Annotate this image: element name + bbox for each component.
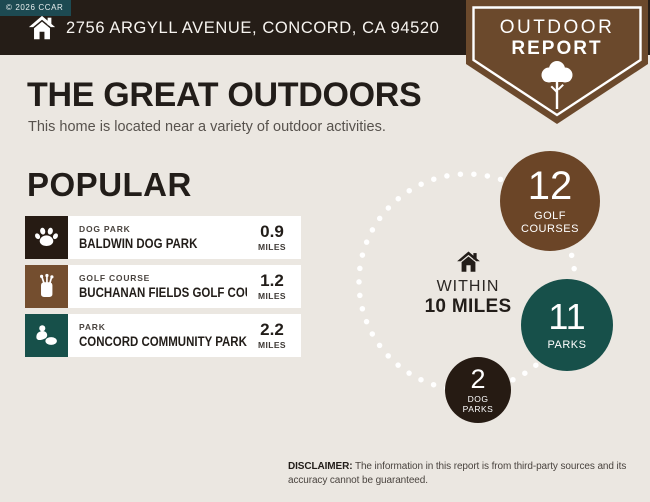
popular-list: DOG PARK BALDWIN DOG PARK 0.9 MILES	[25, 216, 301, 363]
within-label: WITHIN	[436, 278, 500, 295]
badge-title-line2: REPORT	[511, 38, 603, 59]
distance-value: 1.2	[260, 271, 284, 290]
item-category: DOG PARK	[79, 223, 131, 234]
disclaimer-text: DISCLAIMER: The information in this repo…	[288, 460, 644, 487]
list-item-text: PARK CONCORD COMMUNITY PARK	[68, 314, 247, 357]
park-icon	[25, 314, 68, 357]
golf-courses-label: GOLF COURSES	[521, 210, 579, 235]
item-distance: 1.2 MILES	[247, 265, 301, 308]
list-item-golf-course: GOLF COURSE BUCHANAN FIELDS GOLF COURSE …	[25, 265, 301, 308]
distance-value: 2.2	[260, 320, 284, 339]
house-icon	[28, 15, 56, 40]
item-category: GOLF COURSE	[79, 272, 151, 283]
radius-center-label: WITHIN 10 MILES	[403, 249, 533, 318]
golf-courses-count: 12	[527, 164, 573, 209]
parks-label: PARKS	[547, 338, 587, 351]
disclaimer-label: DISCLAIMER:	[288, 461, 353, 472]
list-item-text: DOG PARK BALDWIN DOG PARK	[68, 216, 247, 259]
distance-unit: MILES	[258, 340, 286, 350]
popular-heading: POPULAR	[27, 166, 192, 203]
page-title: THE GREAT OUTDOORS	[27, 76, 422, 114]
item-name: CONCORD COMMUNITY PARK	[79, 334, 247, 350]
list-item-park: PARK CONCORD COMMUNITY PARK 2.2 MILES	[25, 314, 301, 357]
distance-value: 0.9	[260, 222, 284, 241]
list-item-dog-park: DOG PARK BALDWIN DOG PARK 0.9 MILES	[25, 216, 301, 259]
outdoor-report-badge: OUTDOOR REPORT	[466, 0, 648, 128]
disclaimer-body: The information in this report is from t…	[288, 461, 627, 486]
item-name: BUCHANAN FIELDS GOLF COURSE	[79, 285, 247, 301]
golf-bag-icon	[25, 265, 68, 308]
distance-unit: MILES	[258, 291, 286, 301]
property-address: 2756 ARGYLL AVENUE, CONCORD, CA 94520	[66, 19, 440, 37]
dog-parks-count: 2	[470, 363, 486, 394]
item-name: BALDWIN DOG PARK	[79, 236, 198, 252]
page-subtitle: This home is located near a variety of o…	[28, 119, 386, 135]
paw-icon	[25, 216, 68, 259]
distance-unit: MILES	[258, 242, 286, 252]
dog-parks-label: DOG PARKS	[462, 393, 494, 414]
item-category: PARK	[79, 321, 106, 332]
parks-bubble: 11 PARKS	[521, 279, 613, 371]
list-item-text: GOLF COURSE BUCHANAN FIELDS GOLF COURSE	[68, 265, 247, 308]
golf-courses-bubble: 12 GOLF COURSES	[500, 151, 600, 251]
dog-parks-bubble: 2 DOG PARKS	[445, 357, 511, 423]
item-distance: 0.9 MILES	[247, 216, 301, 259]
parks-count: 11	[548, 295, 586, 337]
within-miles-label: 10 MILES	[424, 296, 512, 317]
tree-icon	[541, 61, 573, 109]
item-distance: 2.2 MILES	[247, 314, 301, 357]
copyright-label: © 2026 CCAR	[0, 0, 72, 16]
badge-title-line1: OUTDOOR	[499, 17, 615, 38]
house-icon	[456, 251, 480, 272]
